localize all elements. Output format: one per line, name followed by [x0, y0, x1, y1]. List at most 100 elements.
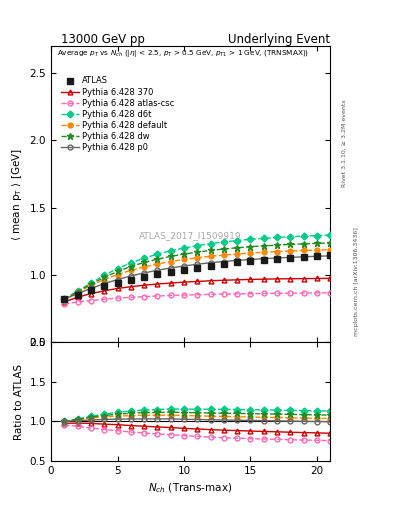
Pythia 6.428 p0 [62, 296, 67, 302]
ATLAS [62, 296, 67, 302]
ATLAS [195, 265, 200, 271]
Pythia 6.428 atlas-csc [301, 290, 306, 296]
Line: Pythia 6.428 d6t: Pythia 6.428 d6t [62, 232, 332, 302]
ATLAS [248, 258, 253, 264]
Pythia 6.428 default [275, 248, 279, 254]
Pythia 6.428 atlas-csc [208, 291, 213, 297]
Pythia 6.428 dw [62, 296, 67, 302]
ATLAS [314, 253, 319, 259]
ATLAS [261, 257, 266, 263]
ATLAS [115, 280, 120, 286]
Pythia 6.428 d6t [288, 233, 293, 240]
ATLAS [301, 254, 306, 260]
Pythia 6.428 default [155, 261, 160, 267]
Pythia 6.428 atlas-csc [182, 292, 186, 298]
Pythia 6.428 dw [182, 251, 186, 257]
Text: Underlying Event: Underlying Event [228, 33, 330, 46]
Pythia 6.428 p0 [168, 265, 173, 271]
Pythia 6.428 default [328, 247, 332, 253]
Pythia 6.428 dw [195, 249, 200, 255]
Pythia 6.428 p0 [75, 290, 80, 296]
ATLAS [235, 260, 239, 266]
Pythia 6.428 default [115, 271, 120, 278]
Pythia 6.428 default [182, 257, 186, 263]
ATLAS [168, 269, 173, 275]
Pythia 6.428 default [102, 276, 107, 283]
Pythia 6.428 370 [62, 299, 67, 305]
Pythia 6.428 p0 [129, 273, 133, 279]
ATLAS [102, 283, 107, 289]
Pythia 6.428 d6t [328, 232, 332, 238]
Pythia 6.428 atlas-csc [261, 290, 266, 296]
Pythia 6.428 dw [328, 240, 332, 246]
Pythia 6.428 p0 [288, 254, 293, 261]
Legend: ATLAS, Pythia 6.428 370, Pythia 6.428 atlas-csc, Pythia 6.428 d6t, Pythia 6.428 : ATLAS, Pythia 6.428 370, Pythia 6.428 at… [58, 74, 177, 155]
ATLAS [288, 254, 293, 261]
Pythia 6.428 d6t [208, 241, 213, 247]
Pythia 6.428 370 [195, 279, 200, 285]
Pythia 6.428 dw [168, 253, 173, 260]
ATLAS [88, 287, 93, 293]
Pythia 6.428 370 [261, 276, 266, 282]
Pythia 6.428 d6t [155, 251, 160, 257]
Pythia 6.428 dw [129, 264, 133, 270]
Pythia 6.428 d6t [222, 239, 226, 245]
Pythia 6.428 370 [208, 278, 213, 284]
Pythia 6.428 default [301, 247, 306, 253]
Pythia 6.428 d6t [314, 232, 319, 239]
Pythia 6.428 dw [261, 243, 266, 249]
Pythia 6.428 d6t [88, 280, 93, 286]
Pythia 6.428 d6t [301, 233, 306, 239]
Pythia 6.428 d6t [275, 234, 279, 241]
Pythia 6.428 p0 [275, 255, 279, 261]
Pythia 6.428 370 [248, 276, 253, 283]
Text: 13000 GeV pp: 13000 GeV pp [61, 33, 145, 46]
Line: Pythia 6.428 default: Pythia 6.428 default [62, 247, 332, 302]
Pythia 6.428 p0 [182, 263, 186, 269]
Pythia 6.428 dw [208, 247, 213, 253]
Pythia 6.428 p0 [235, 258, 239, 264]
Pythia 6.428 default [75, 289, 80, 295]
Pythia 6.428 d6t [62, 296, 67, 302]
Text: mcplots.cern.ch [arXiv:1306.3436]: mcplots.cern.ch [arXiv:1306.3436] [354, 227, 359, 336]
Pythia 6.428 default [208, 253, 213, 260]
Pythia 6.428 dw [301, 241, 306, 247]
Pythia 6.428 dw [222, 246, 226, 252]
Pythia 6.428 370 [182, 279, 186, 285]
Pythia 6.428 370 [288, 275, 293, 282]
Pythia 6.428 d6t [235, 238, 239, 244]
Pythia 6.428 370 [142, 282, 147, 288]
Pythia 6.428 atlas-csc [248, 291, 253, 297]
Pythia 6.428 atlas-csc [129, 294, 133, 301]
ATLAS [129, 276, 133, 283]
Pythia 6.428 atlas-csc [288, 290, 293, 296]
Pythia 6.428 dw [88, 281, 93, 287]
Pythia 6.428 atlas-csc [328, 290, 332, 296]
Text: ATLAS_2017_I1509919: ATLAS_2017_I1509919 [139, 231, 242, 240]
Pythia 6.428 370 [328, 275, 332, 282]
X-axis label: $N_{ch}$ (Trans-max): $N_{ch}$ (Trans-max) [149, 481, 233, 495]
Pythia 6.428 atlas-csc [222, 291, 226, 297]
ATLAS [208, 263, 213, 269]
Line: Pythia 6.428 370: Pythia 6.428 370 [62, 276, 332, 304]
Pythia 6.428 p0 [328, 253, 332, 259]
Pythia 6.428 p0 [88, 285, 93, 291]
Pythia 6.428 dw [142, 260, 147, 266]
Pythia 6.428 default [235, 251, 239, 257]
Pythia 6.428 dw [288, 241, 293, 247]
Pythia 6.428 370 [88, 290, 93, 296]
Pythia 6.428 370 [301, 275, 306, 282]
Pythia 6.428 370 [222, 277, 226, 283]
Pythia 6.428 atlas-csc [235, 291, 239, 297]
Pythia 6.428 d6t [102, 272, 107, 279]
Pythia 6.428 370 [102, 288, 107, 294]
Pythia 6.428 370 [129, 284, 133, 290]
ATLAS [182, 267, 186, 273]
Pythia 6.428 dw [75, 288, 80, 294]
Text: Average $p_T$ vs $N_{ch}$ ($|\eta|$ < 2.5, $p_T$ > 0.5 GeV, $p_{T1}$ > 1 GeV, (T: Average $p_T$ vs $N_{ch}$ ($|\eta|$ < 2.… [57, 48, 309, 58]
Pythia 6.428 dw [314, 240, 319, 246]
Pythia 6.428 atlas-csc [102, 296, 107, 302]
Pythia 6.428 atlas-csc [115, 295, 120, 301]
Pythia 6.428 atlas-csc [195, 291, 200, 297]
Pythia 6.428 p0 [208, 260, 213, 266]
